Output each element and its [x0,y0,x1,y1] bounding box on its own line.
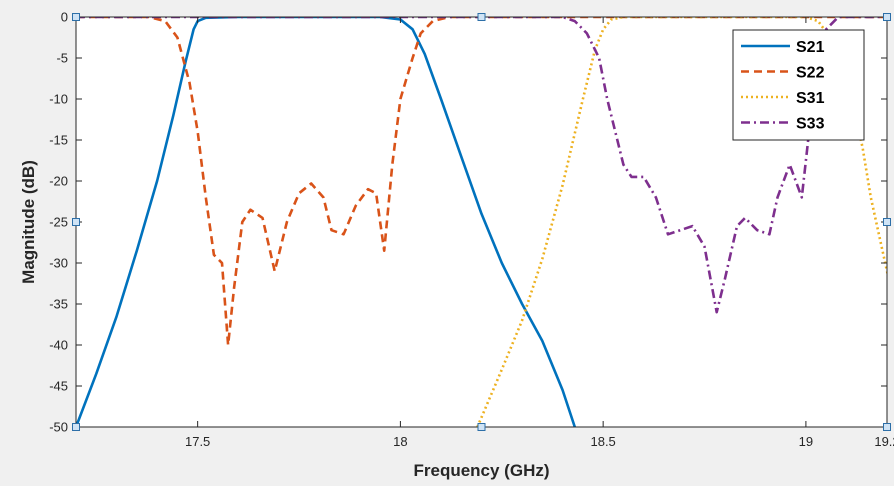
series-line-s21 [76,17,577,427]
x-tick-label: 17.5 [185,434,210,449]
y-axis-label: Magnitude (dB) [19,160,38,284]
y-tick-label: -35 [49,297,68,312]
x-tick-label: 18 [393,434,407,449]
y-tick-label: -5 [56,51,68,66]
x-tick-label: 19.2 [874,434,894,449]
resize-handle[interactable] [883,423,891,431]
series-line-s22 [76,17,887,347]
y-tick-label: -45 [49,379,68,394]
y-tick-label: -10 [49,92,68,107]
y-tick-label: -50 [49,420,68,435]
series-line-s33 [76,17,887,314]
y-tick-label: -40 [49,338,68,353]
resize-handle[interactable] [72,13,80,21]
resize-handle[interactable] [72,423,80,431]
series-layer [76,17,887,427]
legend[interactable]: S21 S22 S31 S33 [732,29,865,141]
resize-handle[interactable] [72,218,80,226]
series-line-s31 [476,17,887,427]
y-tick-label: -25 [49,215,68,230]
x-tick-label: 19 [799,434,813,449]
legend-label-s22: S22 [796,65,825,82]
x-axis-label: Frequency (GHz) [413,461,549,480]
legend-label-s33: S33 [796,116,825,133]
y-tick-label: -15 [49,133,68,148]
x-tick-label: 18.5 [590,434,615,449]
resize-handle[interactable] [883,13,891,21]
y-tick-label: -20 [49,174,68,189]
y-tick-label: -30 [49,256,68,271]
selection-handles [72,13,891,431]
y-tick-label: 0 [61,10,68,25]
resize-handle[interactable] [883,218,891,226]
resize-handle[interactable] [477,13,486,21]
legend-label-s21: S21 [796,39,825,56]
resize-handle[interactable] [477,423,486,431]
legend-label-s31: S31 [796,90,825,107]
